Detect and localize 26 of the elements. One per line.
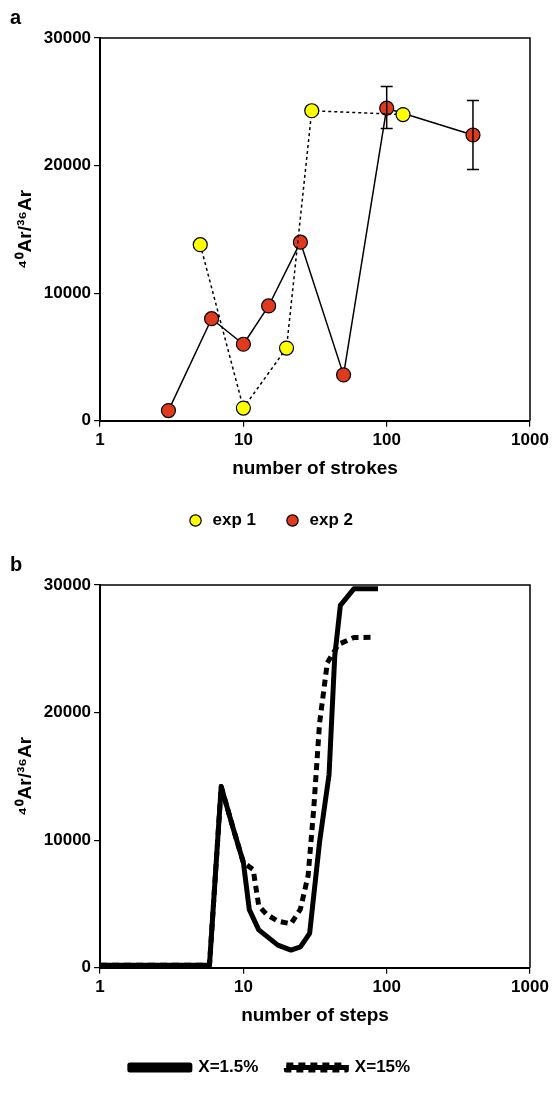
x-tick-label: 100 <box>372 429 401 449</box>
x-axis-title: number of steps <box>241 1003 389 1025</box>
y-tick-label: 0 <box>81 957 92 977</box>
x-tick-label: 10 <box>233 976 253 996</box>
chart-title: b <box>10 552 23 575</box>
x-tick-label: 1000 <box>511 429 549 449</box>
y-tick-label: 20000 <box>43 155 92 175</box>
y-axis-title: ⁴⁰Ar/³⁶Ar <box>13 189 35 269</box>
legend-label: X=15% <box>354 1057 411 1077</box>
legend-label: exp 1 <box>212 510 257 530</box>
y-axis-title: ⁴⁰Ar/³⁶Ar <box>13 736 35 816</box>
x-tick-label: 10 <box>233 429 253 449</box>
x-axis-title: number of strokes <box>232 456 398 478</box>
y-tick-label: 30000 <box>43 27 92 47</box>
y-tick-label: 0 <box>81 410 92 430</box>
y-tick-label: 20000 <box>43 702 92 722</box>
chart-title: a <box>10 5 22 28</box>
x-tick-label: 1 <box>95 976 105 996</box>
legend-label: X=1.5% <box>198 1057 259 1077</box>
y-tick-label: 10000 <box>43 829 92 849</box>
legend-label: exp 2 <box>309 510 353 530</box>
y-tick-label: 30000 <box>43 574 92 594</box>
x-tick-label: 1 <box>95 429 105 449</box>
x-tick-label: 1000 <box>511 976 549 996</box>
x-tick-label: 100 <box>372 976 401 996</box>
y-tick-label: 10000 <box>43 282 92 302</box>
